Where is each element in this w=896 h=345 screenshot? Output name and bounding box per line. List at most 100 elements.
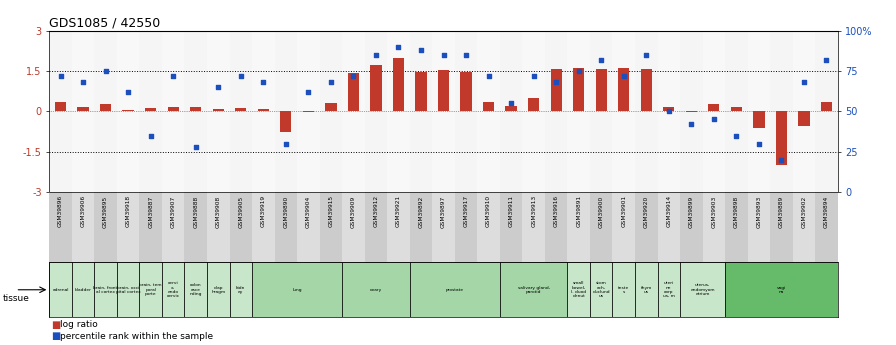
Text: GSM39915: GSM39915 <box>328 195 333 227</box>
Bar <box>392 58 404 111</box>
Point <box>481 73 495 79</box>
Point <box>549 80 564 85</box>
Text: GSM39904: GSM39904 <box>306 195 311 228</box>
Bar <box>123 110 134 111</box>
Bar <box>387 192 409 262</box>
Bar <box>49 192 72 262</box>
Text: stom
ach,
duclund
us: stom ach, duclund us <box>592 281 610 298</box>
Text: GSM39889: GSM39889 <box>779 195 784 228</box>
Bar <box>207 262 229 317</box>
Text: GSM39919: GSM39919 <box>261 195 266 227</box>
Text: ovary: ovary <box>370 288 382 292</box>
Bar <box>207 192 229 262</box>
Text: prostate: prostate <box>445 288 464 292</box>
Point <box>707 117 721 122</box>
Bar <box>500 262 567 317</box>
Bar <box>500 192 522 262</box>
Point <box>527 73 541 79</box>
Bar <box>793 31 815 192</box>
Text: GSM39911: GSM39911 <box>509 195 513 227</box>
Point <box>234 73 248 79</box>
Text: GSM39910: GSM39910 <box>486 195 491 227</box>
Bar <box>168 107 179 111</box>
Bar <box>145 108 156 111</box>
Bar <box>478 31 500 192</box>
Bar <box>365 192 387 262</box>
Bar <box>72 262 94 317</box>
Point <box>256 80 271 85</box>
Text: GDS1085 / 42550: GDS1085 / 42550 <box>49 17 160 30</box>
Text: GSM39897: GSM39897 <box>441 195 446 228</box>
Text: GSM39898: GSM39898 <box>734 195 739 228</box>
Bar <box>252 192 274 262</box>
Bar <box>635 192 658 262</box>
Point <box>301 89 315 95</box>
Bar <box>320 192 342 262</box>
Bar <box>528 98 539 111</box>
Bar <box>116 31 140 192</box>
Bar <box>162 262 185 317</box>
Text: vagi
na: vagi na <box>777 286 786 294</box>
Text: GSM39918: GSM39918 <box>125 195 131 227</box>
Bar <box>94 192 116 262</box>
Bar <box>635 262 658 317</box>
Bar <box>94 262 116 317</box>
Text: brain, tem
poral
porte: brain, tem poral porte <box>140 284 162 296</box>
Bar <box>303 111 314 112</box>
Bar <box>461 72 471 111</box>
Bar <box>365 31 387 192</box>
Bar <box>658 192 680 262</box>
Bar <box>613 31 635 192</box>
Bar <box>613 192 635 262</box>
Bar <box>680 31 702 192</box>
Text: GSM39909: GSM39909 <box>351 195 356 228</box>
Text: GSM39900: GSM39900 <box>599 195 604 228</box>
Point <box>54 73 68 79</box>
Bar <box>185 31 207 192</box>
Bar <box>409 192 432 262</box>
Text: GSM39902: GSM39902 <box>801 195 806 228</box>
Bar <box>229 192 252 262</box>
Text: GSM39917: GSM39917 <box>463 195 469 227</box>
Bar <box>387 31 409 192</box>
Bar <box>567 31 590 192</box>
Point <box>99 68 113 74</box>
Bar <box>567 262 590 317</box>
Bar <box>438 70 449 111</box>
Text: GSM39890: GSM39890 <box>283 195 289 228</box>
Text: GSM39914: GSM39914 <box>667 195 671 227</box>
Point <box>639 52 653 58</box>
Bar <box>252 31 274 192</box>
Point <box>143 133 158 138</box>
Point <box>819 57 833 63</box>
Text: GSM39895: GSM39895 <box>103 195 108 228</box>
Bar <box>708 104 719 111</box>
Bar <box>274 192 297 262</box>
Text: GSM39906: GSM39906 <box>81 195 86 227</box>
Bar <box>821 102 832 111</box>
Bar <box>185 262 207 317</box>
Text: GSM39893: GSM39893 <box>756 195 762 228</box>
Text: tissue: tissue <box>3 294 30 303</box>
Bar <box>274 31 297 192</box>
Bar <box>641 69 652 111</box>
Bar <box>432 192 455 262</box>
Point <box>346 73 360 79</box>
Bar <box>212 109 224 111</box>
Bar <box>702 192 725 262</box>
Text: colon
asce
nding: colon asce nding <box>189 284 202 296</box>
Text: GSM39892: GSM39892 <box>418 195 424 228</box>
Bar <box>550 69 562 111</box>
Bar <box>100 104 111 111</box>
Point <box>323 80 338 85</box>
Point <box>279 141 293 146</box>
Bar <box>229 262 252 317</box>
Bar <box>725 192 747 262</box>
Bar <box>455 192 478 262</box>
Bar <box>725 31 747 192</box>
Bar <box>185 192 207 262</box>
Text: GSM39905: GSM39905 <box>238 195 244 228</box>
Text: small
bowel,
l. duod
denut: small bowel, l. duod denut <box>571 281 586 298</box>
Bar <box>370 65 382 111</box>
Text: diap
hragm: diap hragm <box>211 286 225 294</box>
